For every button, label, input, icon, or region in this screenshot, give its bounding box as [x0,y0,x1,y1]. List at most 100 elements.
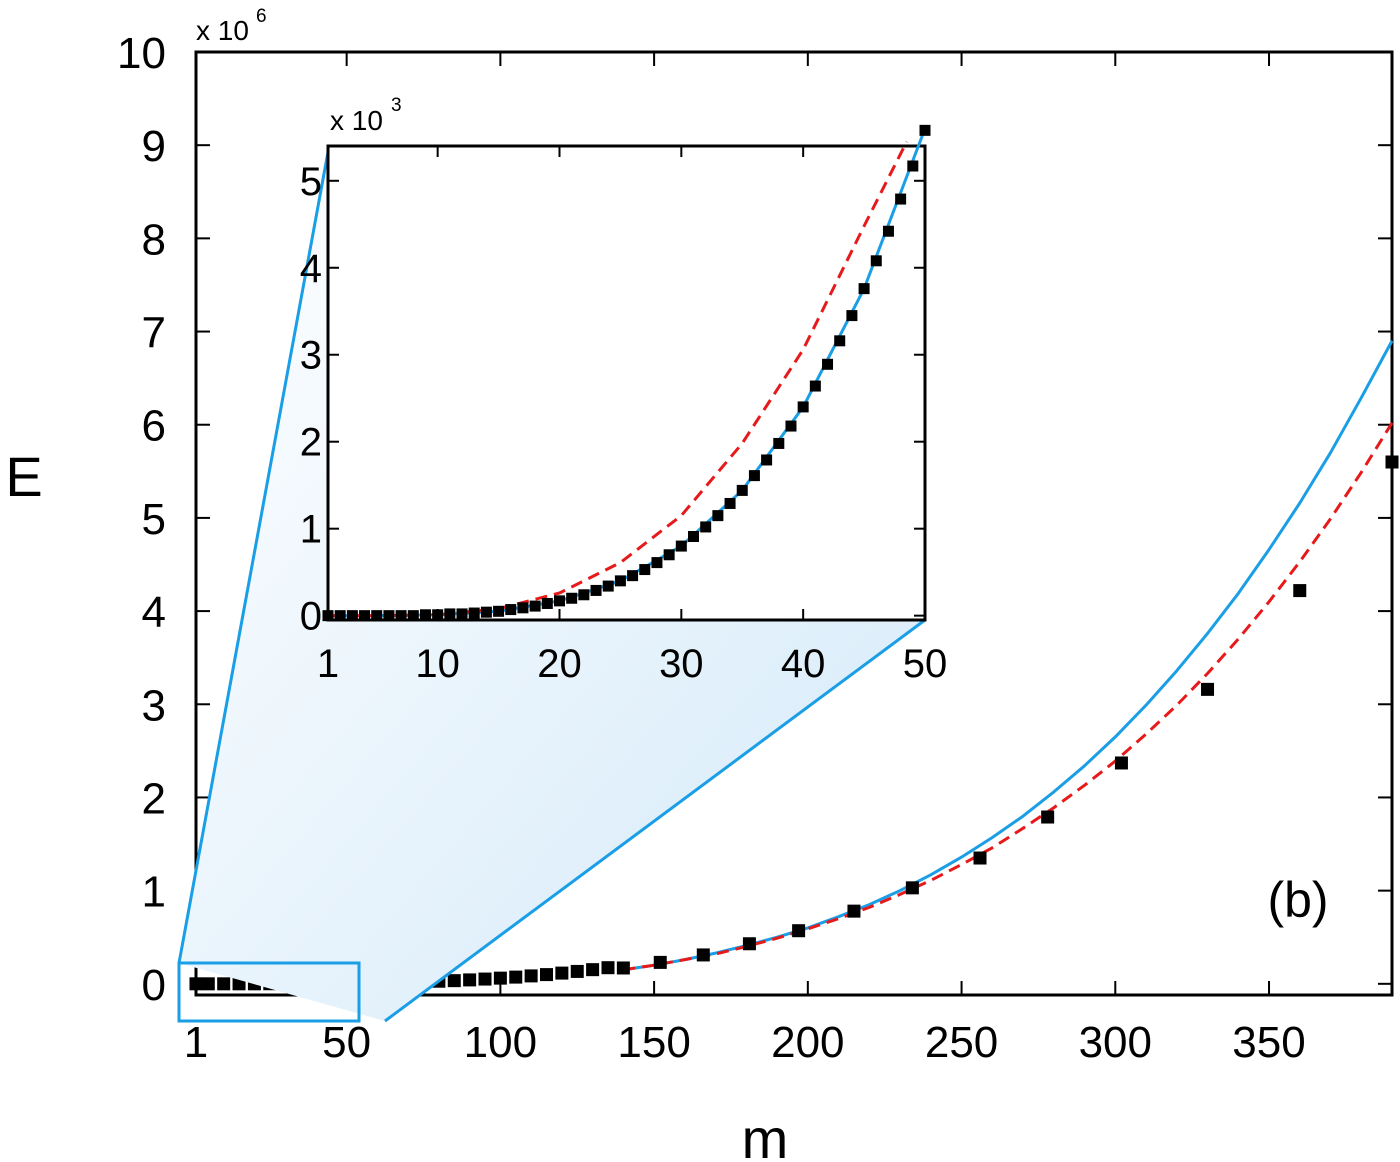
inset-data-point [748,470,760,482]
main-x-tick-label: 200 [771,1018,844,1067]
inset-x-tick-label: 40 [781,642,826,686]
main-y-tick-label: 4 [142,588,166,637]
inset-data-point [602,580,614,592]
main-data-point [478,972,492,986]
inset-x-tick-label: 20 [537,642,582,686]
inset-data-point [541,597,553,609]
main-x-tick-label: 50 [322,1018,371,1067]
inset-plot-frame [326,144,927,622]
inset-data-point [651,557,663,569]
main-data-point [696,948,710,962]
inset-y-tick-label: 4 [300,247,322,291]
y-axis-title: E [5,445,42,508]
inset-y-tick-label: 3 [300,334,322,378]
inset-data-point [736,484,748,496]
inset-data-point [346,610,358,622]
zoom-projection-line-bottom [384,618,926,1023]
main-y-tick-label: 1 [142,868,166,917]
main-y-multiplier-exponent: 6 [256,6,267,27]
inset-data-point [419,609,431,621]
inset-data-point [383,610,395,622]
panel-label: (b) [1267,872,1328,928]
main-data-point [217,977,231,991]
inset-data-point [663,549,675,561]
main-y-tick-label: 6 [142,402,166,451]
inset-data-point [432,609,444,621]
main-exponential-fit-line [623,422,1394,972]
inset-data-point [359,610,371,622]
main-data-point [601,961,615,975]
inset-data-point [627,570,639,582]
inset-data-point [858,283,870,295]
x-axis-title: m [742,1107,789,1162]
inset-data-point [578,589,590,601]
inset-data-point [468,607,480,619]
inset-series-group [322,124,931,622]
inset-data-point [919,124,931,136]
main-data-point [447,974,461,988]
inset-data-point [456,608,468,620]
main-data-point [847,904,861,918]
inset-y-multiplier-exponent: 3 [391,95,402,116]
inset-y-multiplier-base: x 10 [330,105,383,136]
main-data-point [509,970,523,984]
main-data-point [973,851,987,865]
main-y-tick-label: 7 [142,309,166,358]
zoom-region-box [177,961,361,1023]
main-y-tick-label: 8 [142,215,166,264]
inset-data-point [480,606,492,618]
inset-data-point [797,401,809,413]
inset-data-point [566,592,578,604]
main-x-tick-label: 150 [617,1018,690,1067]
inset-data-point [712,510,724,522]
inset-data-point [822,358,834,370]
inset-data-point [529,600,541,612]
inset-data-point [846,310,858,322]
main-y-tick-label: 5 [142,495,166,544]
main-data-point [493,971,507,985]
inset-data-point [834,335,846,347]
inset-data-point [444,608,456,620]
main-data-point [1114,756,1128,770]
main-x-tick-label: 1 [184,1018,208,1067]
inset-x-tick-label: 1 [317,642,339,686]
main-y-tick-label: 9 [142,122,166,171]
inset-data-point [907,160,919,172]
inset-data-point [371,610,383,622]
main-data-point [524,969,538,983]
main-x-tick-label: 250 [925,1018,998,1067]
inset-data-point [517,602,529,614]
inset-data-point [334,610,346,622]
inset-data-point [895,193,907,205]
main-y-tick-label: 0 [142,961,166,1010]
inset-y-tick-label: 1 [300,508,322,552]
main-y-tick-label: 2 [142,774,166,823]
main-y-multiplier-base: x 10 [196,15,249,46]
inset-x-tick-label: 10 [415,642,460,686]
main-data-point [539,968,553,982]
inset-data-point [675,540,687,552]
zoom-projection-line-left [177,151,330,964]
inset-x-tick-label: 50 [903,642,948,686]
inset-x-tick-label: 30 [659,642,704,686]
main-data-point [905,881,919,895]
main-data-point [570,964,584,978]
main-x-tick-label: 300 [1079,1018,1152,1067]
main-data-point [1041,810,1055,824]
inset-data-point [773,437,785,449]
inset-y-tick-label: 2 [300,421,322,465]
inset-data-point [505,604,517,616]
inset-data-point [809,380,821,392]
main-data-point [653,955,667,969]
inset-data-point [724,497,736,509]
inset-data-point [553,595,565,607]
inset-data-point [870,255,882,267]
inset-y-tick-label: 0 [300,595,322,639]
main-data-point [189,977,203,991]
main-data-point [616,961,630,975]
main-x-tick-label: 350 [1232,1018,1305,1067]
main-data-point [1293,584,1307,598]
